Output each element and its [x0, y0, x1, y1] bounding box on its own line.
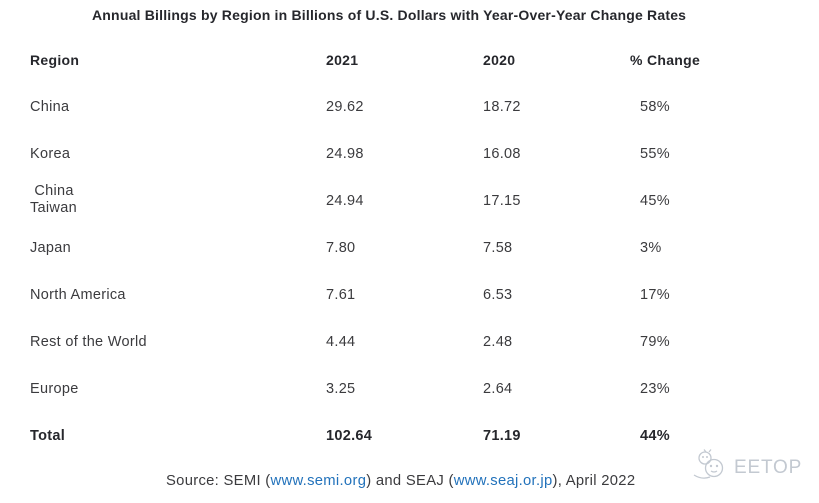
region-cell: Japan: [30, 240, 72, 256]
table-row-china: China 29.62 18.72 58%: [0, 99, 819, 121]
change-cell: 58%: [640, 99, 670, 115]
change-cell: 17%: [640, 287, 670, 303]
total-2020-cell: 71.19: [483, 428, 521, 444]
change-cell: 55%: [640, 146, 670, 162]
change-cell: 23%: [640, 381, 670, 397]
panda-icon: [692, 449, 732, 487]
seaj-link[interactable]: www.seaj.or.jp: [453, 473, 553, 489]
table-row-north-america: North America 7.61 6.53 17%: [0, 287, 819, 309]
watermark-label: EETOP: [734, 457, 803, 478]
value-2021-cell: 3.25: [326, 381, 356, 397]
value-2021-cell: 29.62: [326, 99, 364, 115]
total-label: Total: [30, 428, 66, 444]
value-2021-cell: 4.44: [326, 334, 356, 350]
region-cell: China: [30, 99, 70, 115]
region-cell: Korea: [30, 146, 71, 162]
change-cell: 3%: [640, 240, 662, 256]
region-cell: Europe: [30, 381, 79, 397]
value-2020-cell: 16.08: [483, 146, 521, 162]
table-row-europe: Europe 3.25 2.64 23%: [0, 381, 819, 403]
table-row-korea: Korea 24.98 16.08 55%: [0, 146, 819, 168]
value-2021-cell: 7.80: [326, 240, 356, 256]
column-header-2020: 2020: [483, 52, 516, 68]
page-title: Annual Billings by Region in Billions of…: [92, 7, 687, 23]
total-2021-cell: 102.64: [326, 428, 373, 444]
value-2021-cell: 24.98: [326, 146, 364, 162]
region-cell: Rest of the World: [30, 334, 147, 350]
table-row-total: Total 102.64 71.19 44%: [0, 428, 819, 450]
change-cell: 45%: [640, 193, 670, 209]
value-2021-cell: 7.61: [326, 287, 356, 303]
region-cell: North America: [30, 287, 126, 303]
table-row-china-taiwan: China Taiwan 24.94 17.15 45%: [0, 183, 819, 216]
value-2020-cell: 2.64: [483, 381, 513, 397]
source-line: Source: SEMI (www.semi.org) and SEAJ (ww…: [166, 473, 635, 489]
semi-link[interactable]: www.semi.org: [270, 473, 367, 489]
eetop-watermark: EETOP: [692, 449, 802, 487]
table-row-rest-of-world: Rest of the World 4.44 2.48 79%: [0, 334, 819, 356]
value-2021-cell: 24.94: [326, 193, 364, 209]
source-middle: ) and SEAJ (: [366, 473, 454, 489]
region-cell: China Taiwan: [30, 183, 77, 216]
source-suffix: ), April 2022: [552, 473, 636, 489]
value-2020-cell: 18.72: [483, 99, 521, 115]
table-header-row: Region 2021 2020 % Change: [0, 52, 819, 74]
source-prefix: Source: SEMI (: [166, 473, 271, 489]
value-2020-cell: 6.53: [483, 287, 513, 303]
value-2020-cell: 2.48: [483, 334, 513, 350]
value-2020-cell: 7.58: [483, 240, 513, 256]
column-header-region: Region: [30, 52, 80, 68]
value-2020-cell: 17.15: [483, 193, 521, 209]
change-cell: 79%: [640, 334, 670, 350]
total-change-cell: 44%: [640, 428, 670, 444]
column-header-2021: 2021: [326, 52, 359, 68]
column-header-change: % Change: [630, 52, 701, 68]
table-row-japan: Japan 7.80 7.58 3%: [0, 240, 819, 262]
